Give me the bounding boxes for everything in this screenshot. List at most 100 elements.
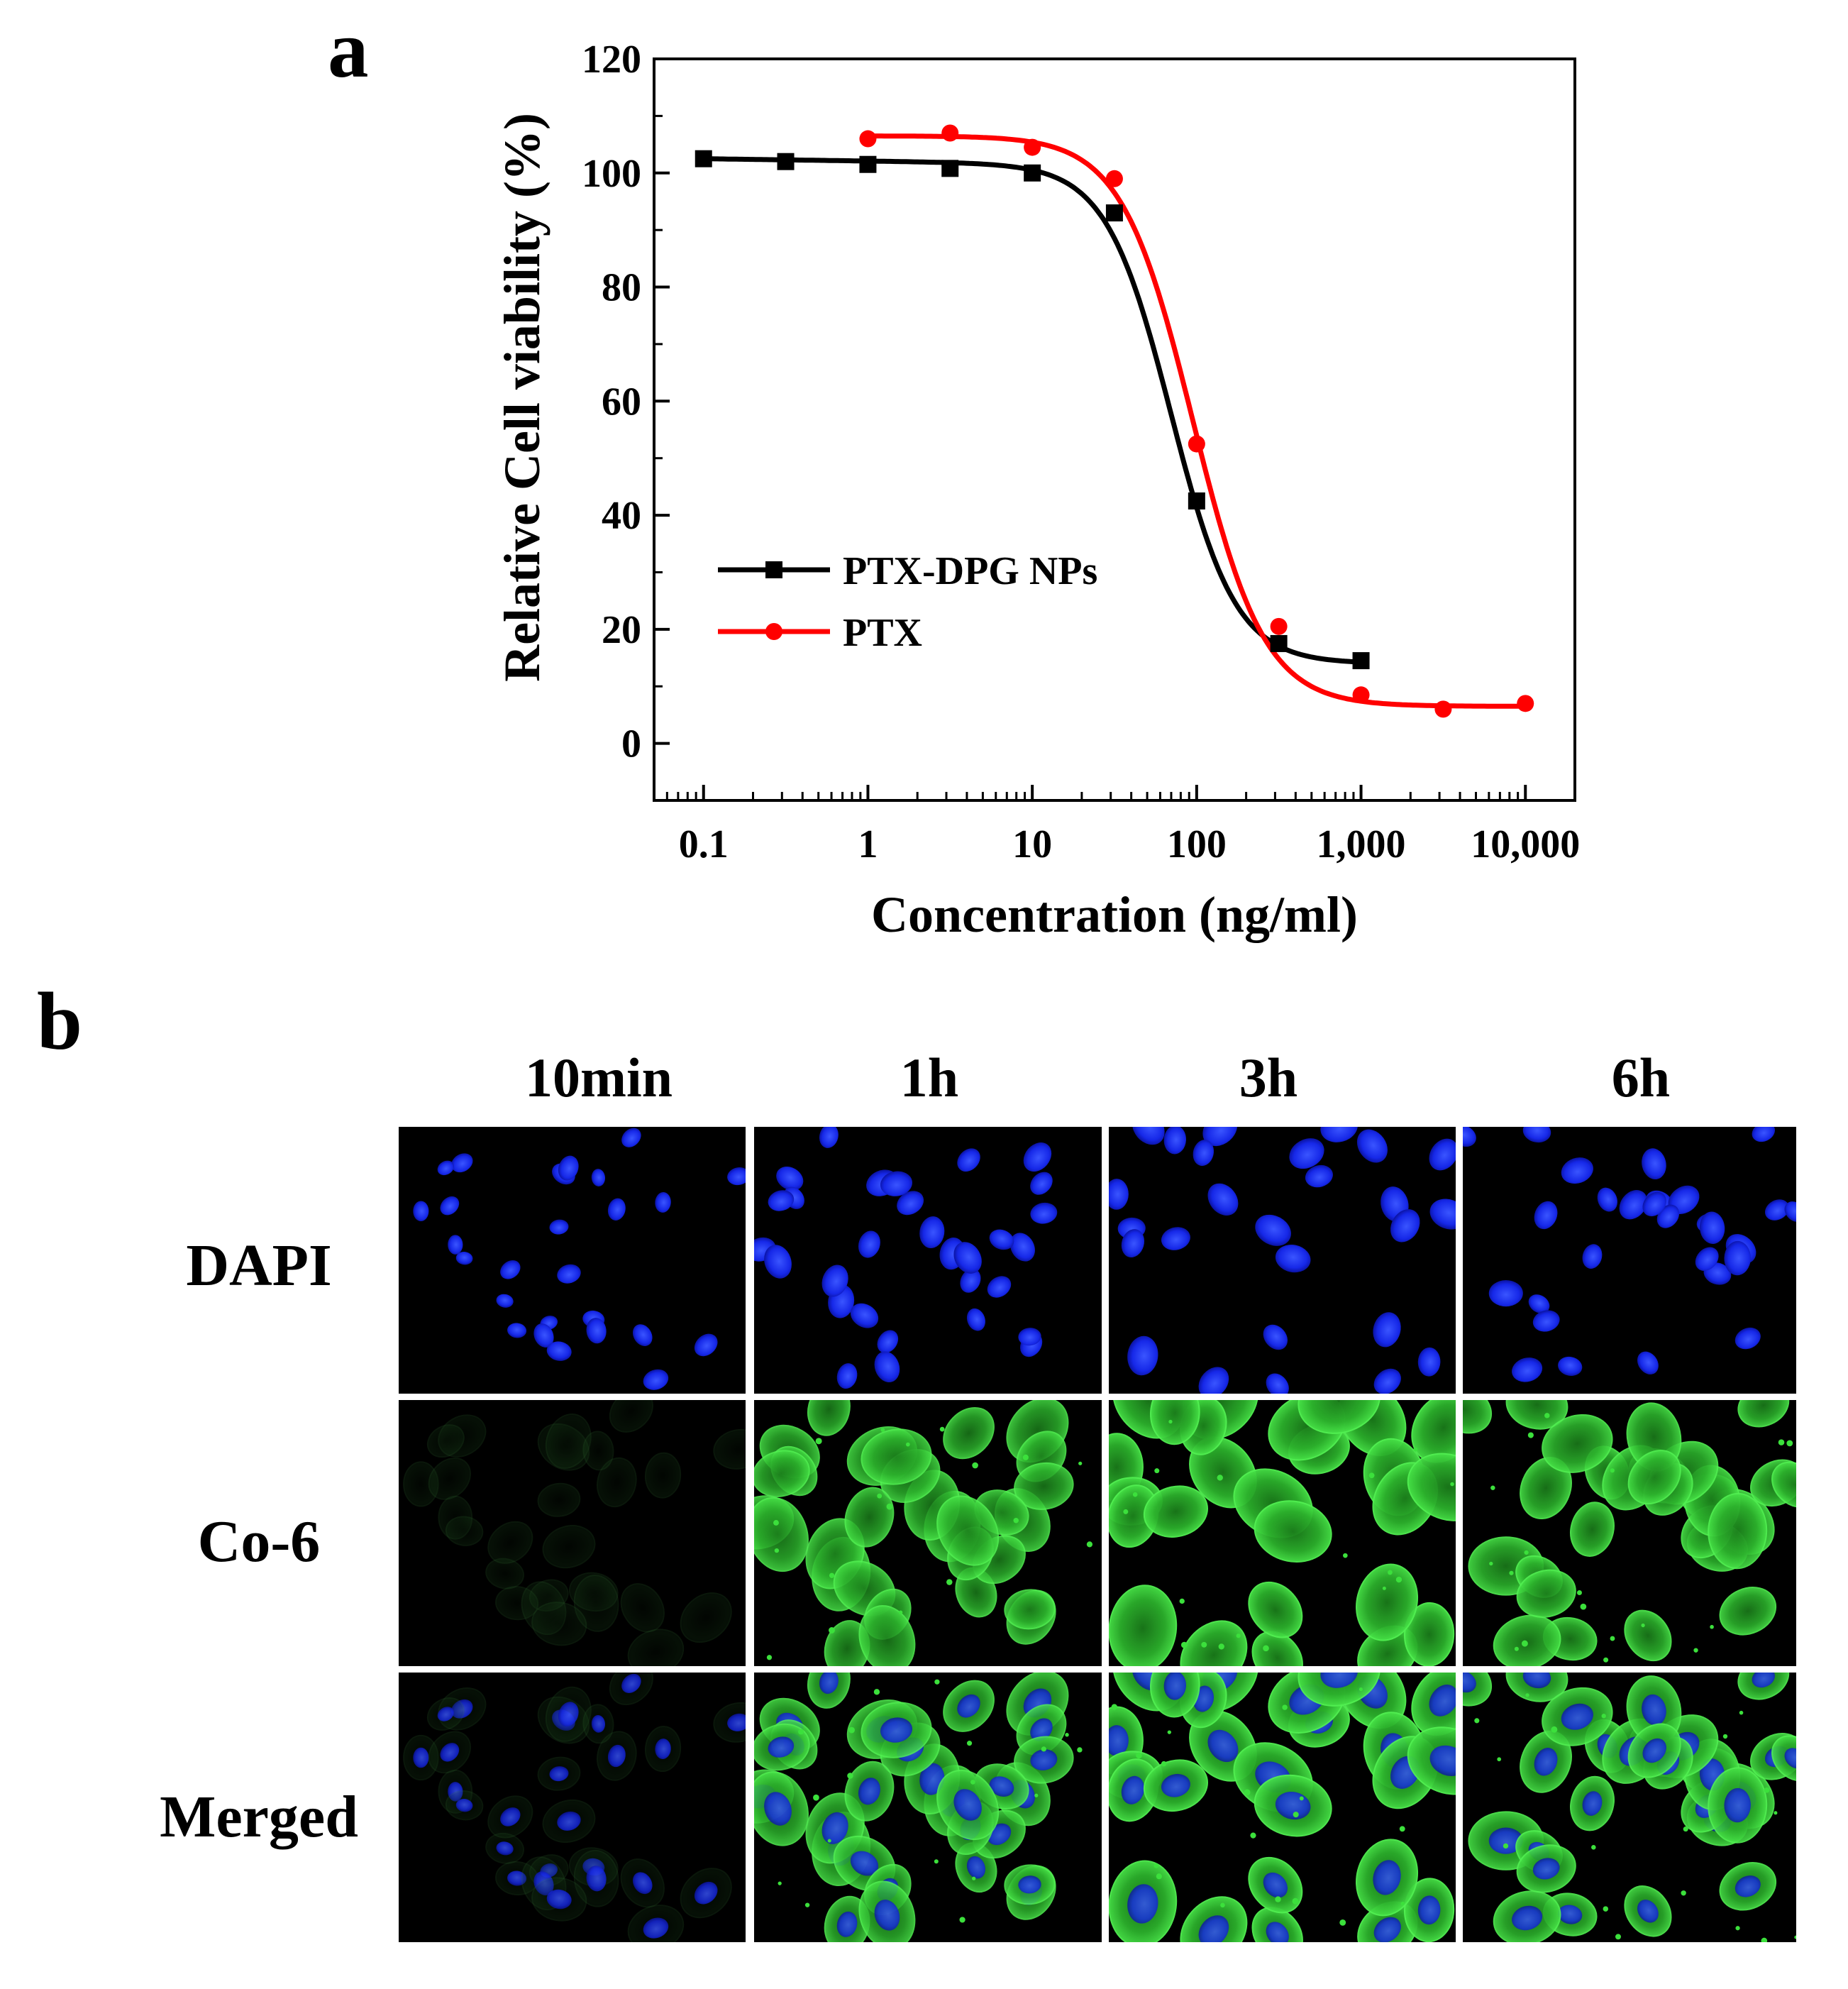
fluorescent-particle [766,1655,773,1660]
y-tick-label: 100 [582,152,641,196]
fluorescent-particle [774,1548,780,1553]
fluorescent-particle [1544,1413,1550,1418]
fluorescent-particle [873,1689,880,1695]
nucleus [1734,1327,1761,1350]
fluorescent-particle [1022,1454,1029,1460]
fluorescent-particle [946,1579,953,1585]
legend: PTX-DPG NPs PTX [718,549,1097,655]
nucleus [880,1717,913,1743]
x-tick-label: 100 [1167,822,1227,866]
cytoplasm [1248,1581,1303,1638]
nucleus [1266,1373,1289,1394]
cytoplasm [1570,1502,1615,1557]
nucleus [1429,1745,1456,1776]
cytoplasm [1298,1400,1381,1434]
fluorescent-particle [906,1442,910,1447]
nucleus [764,1245,792,1279]
nucleus [500,1807,521,1827]
nucleus [1534,1201,1558,1230]
nucleus [1163,1127,1186,1155]
cytoplasm [754,1450,810,1497]
fluorescent-particle [1220,1902,1225,1908]
fluorescent-particle [1450,1482,1454,1487]
fluorescent-particle [778,1881,782,1885]
fluorescent-particle [970,1780,975,1785]
nucleus [1127,1335,1158,1376]
data-point [1517,695,1534,712]
nucleus [1121,1775,1145,1805]
row-label: DAPI [186,1233,331,1299]
nucleus [1582,1244,1603,1269]
y-tick-label: 80 [602,266,641,310]
fluorescent-particle [934,1679,940,1685]
fluorescent-particle [773,1520,779,1526]
fluorescent-particle [1681,1890,1686,1896]
cytoplasm [943,1406,995,1460]
cytoplasm [445,1516,484,1546]
fluorescent-particle [1610,1468,1615,1473]
nucleus [1275,1245,1311,1273]
cytoplasm [858,1604,916,1666]
x-tick-label: 1 [858,822,878,866]
fluorescent-particle [1388,1570,1393,1575]
nucleus [632,1872,653,1895]
x-tick-label: 1,000 [1317,822,1406,866]
nucleus [1207,1183,1239,1216]
fluorescent-particle [1580,1603,1587,1610]
nucleus [966,1856,985,1879]
nucleus [621,1128,641,1147]
nucleus [960,1268,981,1293]
nucleus [1764,1199,1789,1221]
nucleus [877,1330,899,1353]
nucleus [440,1743,460,1762]
nucleus [1558,1905,1583,1924]
nucleus [533,1323,554,1348]
fluorescent-particle [848,1726,855,1734]
nucleus [1642,1738,1666,1763]
nucleus [1619,1190,1647,1220]
nucleus [1561,1703,1593,1730]
fluorescent-particle [1359,1687,1363,1692]
nucleus [1109,1179,1129,1210]
nucleus [1642,1191,1666,1217]
fluorescent-particle [934,1859,939,1864]
microscopy-grid: 10min 1h 3h 6h DAPI Co-6 Merged [160,1047,1796,1942]
nucleus [413,1747,429,1768]
fluorescent-particle [1641,1623,1645,1628]
nucleus [764,1792,792,1826]
fit-curve [868,133,1526,709]
nucleus [821,1812,848,1844]
fluorescent-particle [829,1572,835,1578]
data-point [859,130,877,148]
nucleus [448,1235,463,1255]
nucleus [1752,1127,1776,1142]
fluorescent-particle [966,1741,973,1746]
fluorescent-particle [1111,1704,1117,1710]
cytoplasm [1771,1461,1796,1508]
fluorescent-particle [1293,1812,1299,1818]
data-markers [695,124,1534,718]
micrograph-co-6-3h [1109,1400,1456,1666]
nucleus [546,1889,572,1910]
fluorescent-particle [877,1493,882,1499]
nucleus [768,1190,795,1211]
nucleus [1289,1138,1324,1169]
nucleus [591,1169,606,1186]
fluorescent-particle [1774,1811,1778,1815]
micrograph-dapi-6h [1463,1127,1796,1394]
nucleus [632,1324,653,1346]
nucleus [1373,1368,1401,1394]
nucleus [1734,1875,1761,1897]
fluorescent-particle [813,1794,819,1801]
micrograph-merged-3h [1109,1673,1456,1942]
nucleus [607,1198,626,1221]
fluorescent-particle [1591,1845,1596,1850]
panel-b-letter: b [37,976,82,1067]
nucleus [1699,1211,1725,1245]
x-tick-label: 0.1 [679,822,729,866]
y-tick-label: 60 [602,380,641,424]
fluorescent-particle [1693,1648,1698,1653]
fluorescent-particle [1524,1550,1529,1555]
data-point [1105,170,1123,187]
data-point [1188,492,1205,509]
